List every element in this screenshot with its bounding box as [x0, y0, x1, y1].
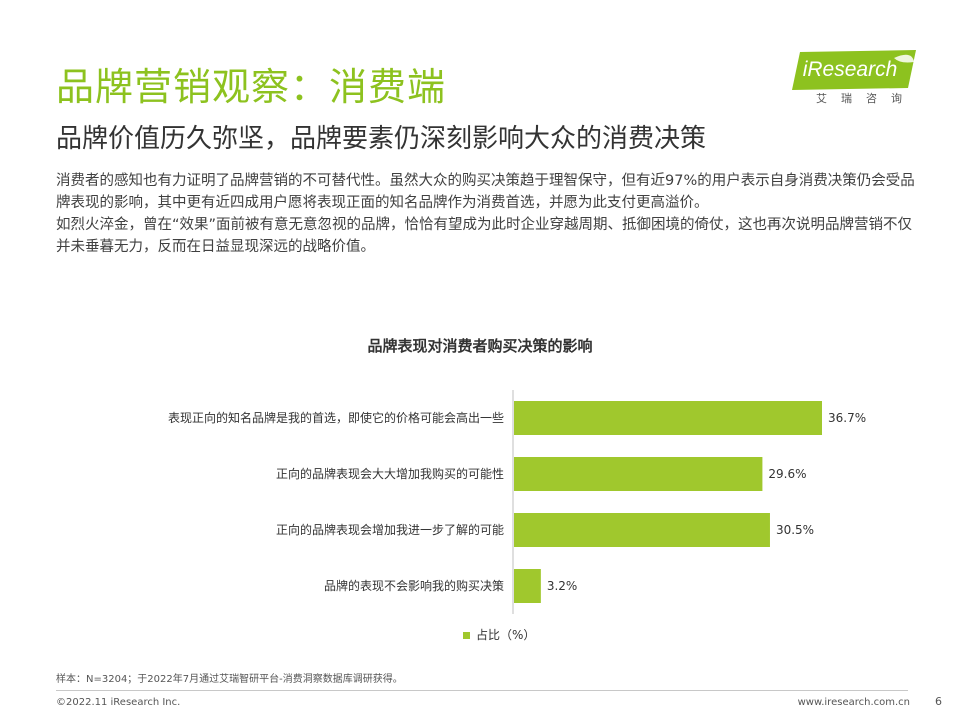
chart-title: 品牌表现对消费者购买决策的影响 — [367, 337, 593, 355]
chart-legend: 占比（%） — [463, 626, 535, 643]
logo-background — [792, 50, 916, 90]
intro-text: 消费者的感知也有力证明了品牌营销的不可替代性。虽然大众的购买决策趋于理智保守，但… — [56, 170, 916, 258]
data-label: 29.6% — [768, 467, 806, 481]
logo-shape — [792, 50, 916, 90]
category-label: 正向的品牌表现会大大增加我购买的可能性 — [276, 466, 504, 481]
page-title: 品牌营销观察：消费端 — [56, 65, 447, 109]
bar — [514, 513, 770, 547]
website: www.iresearch.com.cn — [797, 697, 910, 708]
bar — [514, 401, 822, 435]
data-label: 36.7% — [828, 411, 866, 425]
logo: iResearch 艾瑞咨询 — [790, 50, 920, 110]
data-label: 3.2% — [547, 579, 578, 593]
category-label: 品牌的表现不会影响我的购买决策 — [324, 578, 504, 593]
bar — [514, 457, 763, 491]
legend-label: 占比（%） — [476, 628, 536, 642]
logo-chinese: 艾瑞咨询 — [816, 92, 916, 105]
data-label: 30.5% — [776, 523, 814, 537]
logo-leaf — [894, 54, 914, 63]
copyright: ©2022.11 iResearch Inc. — [56, 697, 181, 708]
page-number: 6 — [935, 695, 942, 708]
category-label: 表现正向的知名品牌是我的首选，即使它的价格可能会高出一些 — [168, 410, 504, 425]
legend-swatch — [463, 632, 470, 639]
category-label: 正向的品牌表现会增加我进一步了解的可能 — [276, 522, 504, 537]
source-note: 样本：N=3204；于2022年7月通过艾瑞智研平台-消费洞察数据库调研获得。 — [56, 674, 403, 685]
intro-paragraph-1: 消费者的感知也有力证明了品牌营销的不可替代性。虽然大众的购买决策趋于理智保守，但… — [56, 173, 915, 211]
page-subtitle: 品牌价值历久弥坚，品牌要素仍深刻影响大众的消费决策 — [56, 124, 707, 154]
intro-paragraph-2: 如烈火淬金，曾在“效果”面前被有意无意忽视的品牌，恰恰有望成为此时企业穿越周期、… — [56, 217, 913, 255]
footer-divider — [56, 690, 908, 691]
bar — [514, 569, 541, 603]
logo-wordmark: iResearch — [802, 58, 898, 81]
